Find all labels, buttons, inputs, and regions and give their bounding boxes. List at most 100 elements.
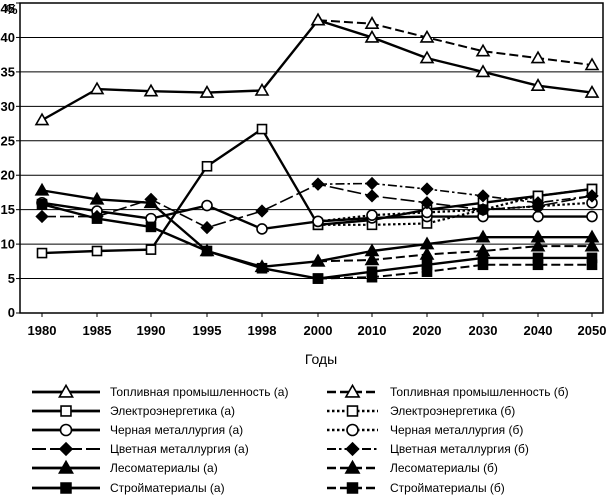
legend-entry: Электроэнергетика (б) — [327, 404, 515, 418]
data-point-square-marker — [586, 259, 598, 271]
legend-entry: Черная металлургия (б) — [327, 423, 523, 437]
y-tick-label: 10 — [1, 237, 15, 252]
data-point-square-marker — [60, 405, 72, 417]
data-point-square-marker — [60, 482, 72, 494]
data-point-triangle-marker — [584, 57, 600, 71]
x-tick-label: 1990 — [137, 323, 166, 338]
series-line — [317, 182, 593, 204]
data-point-circle-marker — [366, 209, 378, 221]
data-point-square-marker — [346, 405, 359, 417]
series-line — [317, 245, 592, 263]
series-2 — [310, 12, 600, 71]
y-tick-label: 15 — [1, 202, 15, 217]
legend-entry: Цветная металлургия (а) — [32, 441, 249, 457]
x-tick-label: 2040 — [524, 323, 553, 338]
legend-entry: Электроэнергетика (а) — [32, 404, 235, 418]
legend-entry: Лесоматериалы (а) — [32, 459, 218, 475]
data-point-square-marker — [201, 160, 213, 172]
data-point-triangle-marker — [530, 78, 546, 91]
series-line — [317, 201, 593, 223]
data-point-triangle-marker — [419, 29, 435, 43]
legend-label: Лесоматериалы (б) — [390, 461, 498, 475]
data-point-square-marker — [145, 221, 157, 233]
x-tick-label: 2010 — [358, 323, 387, 338]
data-point-circle-marker — [59, 423, 73, 437]
data-point-diamond-marker — [365, 189, 379, 203]
data-point-diamond-marker — [420, 196, 434, 210]
data-point-diamond-marker — [255, 204, 269, 218]
data-point-triangle-marker — [475, 43, 491, 57]
legend-entry: Стройматериалы (б) — [327, 481, 505, 495]
legend-label: Черная металлургия (б) — [390, 423, 523, 437]
data-point-square-marker — [256, 262, 268, 274]
data-point-square-marker — [91, 245, 103, 257]
data-point-square-marker — [366, 271, 378, 283]
legend-entry: Топливная промышленность (б) — [327, 383, 569, 399]
series-line — [317, 263, 592, 280]
data-point-diamond-marker — [200, 220, 214, 235]
series-10 — [310, 238, 600, 267]
legend-label: Цветная металлургия (б) — [390, 442, 529, 456]
data-point-triangle-marker — [199, 84, 215, 98]
data-point-triangle-marker — [310, 253, 326, 267]
data-point-square-marker — [477, 259, 489, 271]
y-tick-label: 20 — [1, 168, 15, 183]
data-point-triangle-marker — [584, 238, 600, 252]
data-point-triangle-marker — [584, 84, 600, 98]
data-point-triangle-marker — [344, 383, 361, 398]
data-point-square-marker — [532, 259, 544, 271]
series-line — [317, 19, 593, 66]
x-tick-label: 2030 — [469, 323, 498, 338]
legend-label: Топливная промышленность (б) — [390, 385, 569, 399]
data-point-triangle-marker — [34, 112, 50, 126]
series-1 — [34, 12, 600, 126]
data-point-triangle-marker — [530, 238, 546, 252]
series-12 — [312, 259, 598, 284]
data-point-diamond-marker — [345, 441, 360, 457]
data-point-triangle-marker — [58, 459, 74, 474]
legend-label: Черная металлургия (а) — [110, 423, 243, 437]
data-point-triangle-marker — [364, 29, 380, 43]
legend-entry: Лесоматериалы (б) — [327, 459, 498, 475]
data-point-triangle-marker — [58, 383, 74, 398]
legend-label: Стройматериалы (б) — [390, 481, 505, 495]
data-point-diamond-marker — [58, 441, 74, 457]
x-tick-label: 1985 — [83, 323, 112, 338]
data-point-triangle-marker — [143, 83, 159, 97]
data-point-triangle-marker — [419, 50, 435, 64]
data-point-diamond-marker — [476, 189, 490, 203]
series-8 — [311, 176, 599, 210]
data-point-triangle-marker — [364, 16, 380, 29]
data-point-triangle-marker — [364, 252, 380, 266]
axes: 5 10 15 20 25 30 35 40 0 45 1980 1985 1990 1995 1998 20… — [1, 1, 607, 338]
x-tick-label: 2050 — [578, 323, 607, 338]
data-point-triangle-marker — [254, 82, 270, 96]
data-point-square-marker — [312, 273, 324, 284]
plot-frame — [19, 2, 604, 314]
data-point-triangle-marker — [475, 64, 491, 78]
x-tick-label: 1980 — [28, 323, 57, 338]
data-point-circle-marker — [256, 223, 268, 235]
data-point-triangle-marker — [89, 191, 105, 205]
legend-entry: Стройматериалы (а) — [32, 481, 225, 495]
y-tick-label: 45 — [1, 1, 15, 16]
legend-entry: Топливная промышленность (а) — [32, 383, 288, 399]
y-tick-label: 40 — [1, 30, 15, 45]
data-point-triangle-marker — [89, 81, 105, 95]
legend-label: Электроэнергетика (а) — [110, 404, 235, 418]
legend-entry: Цветная металлургия (б) — [327, 441, 529, 457]
data-point-square-marker — [201, 245, 213, 257]
data-point-triangle-marker — [530, 50, 546, 64]
data-point-square-marker — [36, 247, 48, 259]
y-tick-label: 30 — [1, 99, 15, 114]
y-tick-label: 35 — [1, 64, 15, 79]
data-point-triangle-marker — [34, 182, 50, 196]
series-line — [41, 19, 593, 122]
data-point-triangle-marker — [310, 12, 326, 26]
series-line — [318, 187, 593, 226]
y-axis-label: % — [6, 2, 18, 17]
data-point-square-marker — [256, 123, 268, 135]
data-point-circle-marker — [201, 199, 213, 212]
data-point-diamond-marker — [531, 196, 545, 210]
data-point-square-marker — [346, 482, 359, 494]
